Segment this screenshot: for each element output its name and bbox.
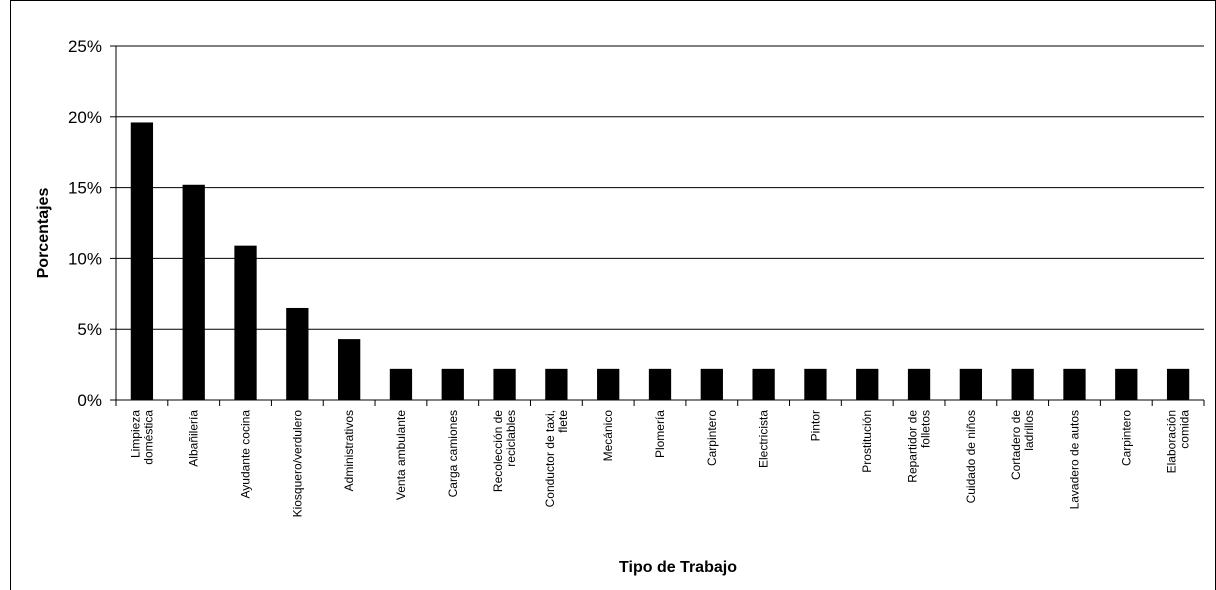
x-category-label: Cortadero deladrillos	[1009, 410, 1036, 480]
x-category-label: Carga camiones	[446, 410, 460, 497]
bar	[234, 245, 257, 400]
x-category-label: Carpintero	[705, 410, 719, 466]
x-category-label-line: Carpintero	[705, 410, 719, 466]
y-tick-label: 5%	[77, 320, 102, 339]
x-category-label: Electricista	[757, 410, 771, 468]
bar	[286, 307, 309, 400]
x-category-label-line: Cuidado de niños	[964, 410, 978, 503]
axes	[110, 45, 1205, 406]
x-axis-title: Tipo de Trabajo	[619, 559, 737, 576]
bar	[1166, 368, 1190, 400]
bar	[545, 368, 568, 400]
bar	[752, 368, 775, 400]
y-tick-label: 20%	[68, 108, 102, 127]
x-category-label-line: Ayudante cocina	[239, 410, 253, 499]
x-category-label-line: ladrillos	[1022, 410, 1036, 451]
x-category-label: Carpintero	[1119, 410, 1133, 466]
x-category-label-line: Repartidor de	[906, 410, 920, 483]
x-category-label-line: reciclables	[504, 410, 518, 467]
x-category-label-line: Conductor de taxi,	[543, 410, 557, 507]
x-category-label-line: Pintor	[808, 410, 822, 441]
x-category-label-line: comida	[1178, 410, 1192, 449]
x-category-label: Plomería	[653, 410, 667, 458]
bar	[804, 368, 827, 400]
x-category-label-line: Recolección de	[491, 410, 505, 492]
x-category-label-line: Limpieza	[128, 410, 142, 458]
x-category-label-line: flete	[556, 410, 570, 433]
bar	[907, 368, 931, 400]
x-category-label-line: Kiosquero/verdulero	[290, 410, 304, 518]
bar	[1011, 368, 1034, 400]
x-category-label-line: folletos	[919, 410, 933, 448]
bar	[1063, 368, 1086, 400]
x-category-label: Limpiezadoméstica	[128, 410, 155, 465]
gridlines	[116, 45, 1204, 330]
x-category-label: Repartidor defolletos	[906, 410, 933, 483]
bar	[182, 184, 205, 400]
bar	[338, 339, 361, 400]
x-category-label: Cuidado de niños	[964, 410, 978, 503]
bar	[700, 368, 723, 400]
bar	[130, 122, 154, 401]
x-category-label-line: Electricista	[757, 410, 771, 468]
x-category-label: Mecánico	[601, 410, 615, 462]
bar	[648, 368, 672, 400]
x-category-label: Venta ambulante	[394, 410, 408, 500]
x-category-label: Ayudante cocina	[239, 410, 253, 499]
y-tick-label: 25%	[68, 37, 102, 56]
bar	[389, 368, 413, 400]
x-category-label-line: Lavadero de autos	[1067, 410, 1081, 509]
x-category-label: Elaboracióncomida	[1165, 410, 1192, 474]
x-category-label-line: Cortadero de	[1009, 410, 1023, 480]
x-category-label: Recolección dereciclables	[491, 410, 518, 492]
x-category-label-line: Carpintero	[1119, 410, 1133, 466]
x-category-label-line: Mecánico	[601, 410, 615, 462]
bar	[959, 368, 982, 400]
bar	[493, 368, 516, 400]
x-category-label-line: Albañilería	[187, 410, 201, 467]
y-tick-label: 10%	[68, 249, 102, 268]
x-category-label-line: Elaboración	[1165, 410, 1179, 473]
x-category-label: Administrativos	[342, 410, 356, 491]
bars	[130, 122, 1190, 401]
x-category-label-line: Venta ambulante	[394, 410, 408, 500]
x-category-label: Conductor de taxi,flete	[543, 410, 570, 508]
chart-frame	[10, 0, 1216, 590]
labels: 0% 5% 10% 15% 20% 25% Limpiezadoméstica Albañil…	[68, 37, 1192, 517]
x-category-label-line: Carga camiones	[446, 410, 460, 497]
y-tick-label: 15%	[68, 179, 102, 198]
x-category-label-line: Plomería	[653, 410, 667, 458]
x-category-label-line: doméstica	[141, 410, 155, 465]
bar	[441, 368, 464, 400]
x-category-label: Prostitución	[860, 410, 874, 473]
x-category-label: Pintor	[808, 410, 822, 441]
bar	[856, 368, 879, 400]
bar	[597, 368, 620, 400]
x-category-label: Lavadero de autos	[1067, 410, 1081, 509]
x-category-label-line: Prostitución	[860, 410, 874, 473]
y-tick-label: 0%	[77, 391, 102, 410]
x-category-label-line: Administrativos	[342, 410, 356, 491]
x-category-label: Kiosquero/verdulero	[290, 410, 304, 518]
x-category-label: Albañilería	[187, 410, 201, 467]
y-axis-title: Porcentajes	[35, 188, 52, 279]
bar	[1115, 368, 1138, 400]
